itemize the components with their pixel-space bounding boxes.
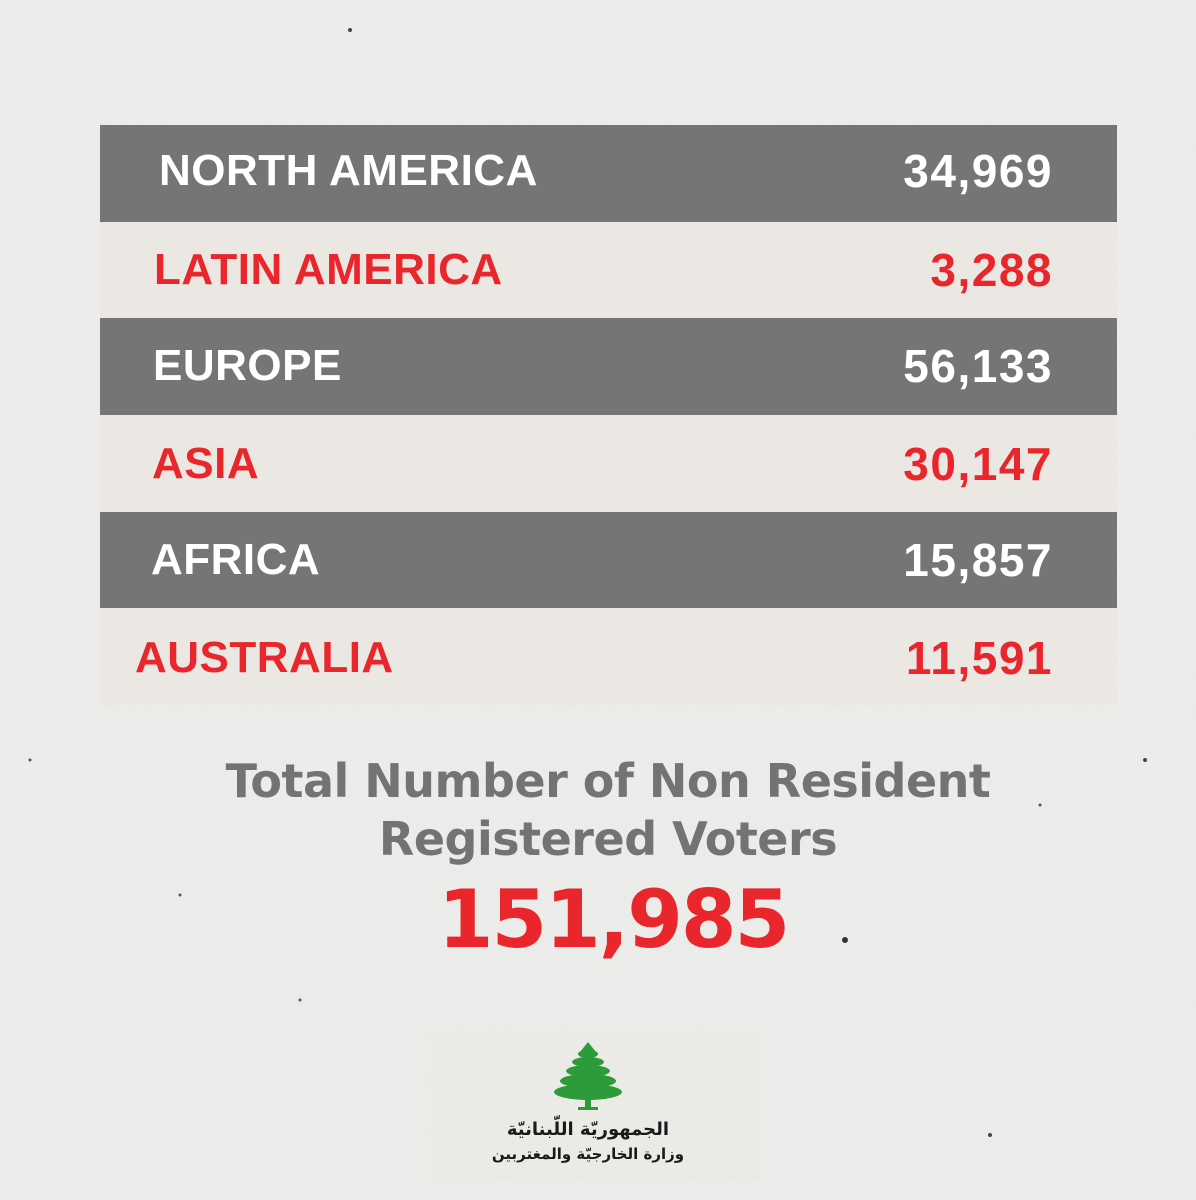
total-title: Total Number of Non Resident Registered …	[0, 752, 1196, 868]
table-row: EUROPE 56,133	[100, 318, 1117, 415]
region-label: EUROPE	[153, 341, 342, 391]
table-row: AFRICA 15,857	[100, 511, 1117, 609]
region-value: 30,147	[903, 437, 1053, 490]
region-label: AUSTRALIA	[135, 633, 394, 683]
table-row: AUSTRALIA 11,591	[100, 608, 1117, 705]
region-label: ASIA	[152, 438, 260, 488]
region-value: 56,133	[903, 340, 1053, 393]
cedar-tree-icon	[554, 1042, 622, 1110]
region-label: LATIN AMERICA	[154, 244, 503, 294]
region-value: 15,857	[903, 533, 1053, 586]
region-value: 11,591	[905, 632, 1053, 685]
regional-voters-table: NORTH AMERICA 34,969 LATIN AMERICA 3,288 EUR…	[100, 125, 1117, 705]
total-title-line2: Registered Voters	[378, 812, 838, 866]
total-title-line1: Total Number of Non Resident	[225, 754, 991, 808]
table-row: NORTH AMERICA 34,969	[100, 125, 1117, 222]
region-value: 3,288	[930, 243, 1053, 296]
ministry-name-line1: الجمهوريّة اللّبنانيّة	[506, 1119, 670, 1140]
table-row: ASIA 30,147	[100, 414, 1117, 512]
table-row: LATIN AMERICA 3,288	[100, 221, 1117, 319]
ministry-name-line2: وزارة الخارجيّة والمغتربين	[491, 1145, 685, 1163]
region-label: AFRICA	[151, 534, 321, 584]
total-value: 151,985	[437, 873, 790, 966]
region-value: 34,969	[903, 145, 1053, 197]
region-label: NORTH AMERICA	[159, 146, 538, 195]
